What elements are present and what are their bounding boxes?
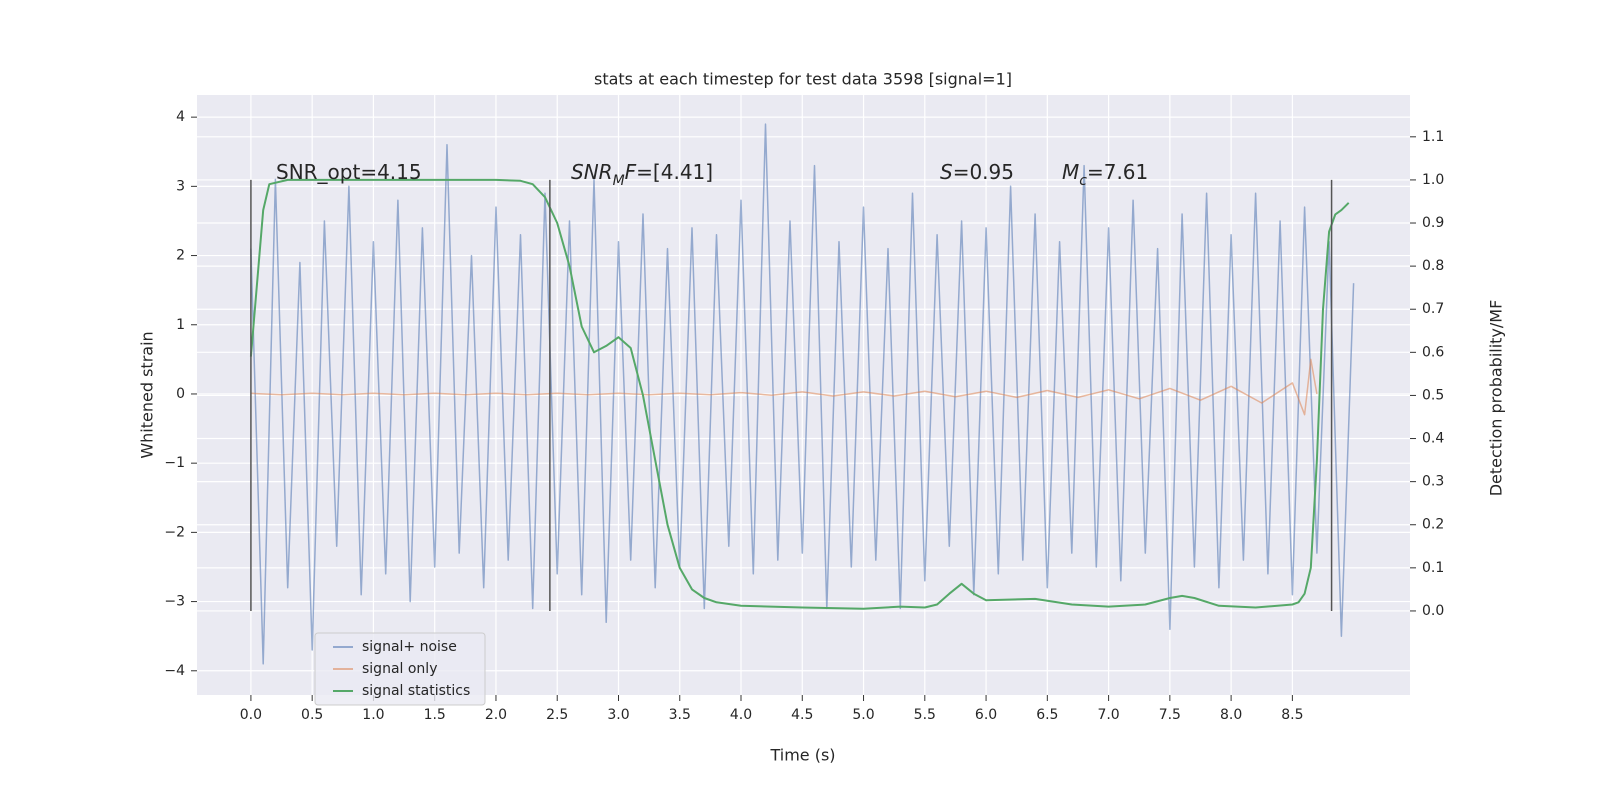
x-tick-label: 5.5 [914,707,936,723]
x-tick-label: 2.0 [485,707,507,723]
x-tick-label: 3.5 [669,707,691,723]
y-axis-label: Whitened strain [138,331,157,458]
x-tick-label: 4.5 [791,707,813,723]
x-tick-label: 2.5 [546,707,568,723]
annotation: SNR_opt=4.15 [276,160,422,184]
annotation-part: =0.95 [953,160,1014,184]
legend-label: signal+ noise [362,639,457,655]
legend-label: signal only [362,661,437,677]
annotation-part: SNR_opt=4.15 [276,160,422,184]
x-tick-label: 6.5 [1036,707,1058,723]
y-tick-label: 1 [176,317,185,333]
series-line [249,178,1350,610]
series-line [250,123,1355,665]
y-tick-label: −3 [164,594,185,610]
x-tick-label: 5.0 [852,707,874,723]
y-tick-label: 4 [176,109,185,125]
y2-tick-label: 1.0 [1422,172,1444,188]
y2-tick-label: 0.3 [1422,474,1444,490]
chart-title: stats at each timestep for test data 359… [594,70,1012,89]
x-tick-label: 1.0 [362,707,384,723]
x-tick-label: 0.5 [301,707,323,723]
y2-tick-label: 0.6 [1422,344,1444,360]
series-line [250,358,1318,416]
annotation-part: S [940,160,953,184]
x-tick-label: 1.5 [424,707,446,723]
annotation-part: SNR [571,160,613,184]
annotation-part: =[4.41] [636,160,713,184]
x-tick-label: 8.0 [1220,707,1242,723]
y2-tick-label: 0.2 [1422,517,1444,533]
x-tick-label: 4.0 [730,707,752,723]
legend-box [314,632,486,706]
annotation-part: =7.61 [1087,160,1148,184]
x-tick-label: 6.0 [975,707,997,723]
y2-tick-label: 0.4 [1422,431,1444,447]
x-tick-label: 3.0 [607,707,629,723]
y2-tick-label: 0.5 [1422,387,1444,403]
y2-tick-label: 0.7 [1422,301,1444,317]
y2-tick-label: 1.1 [1422,129,1444,145]
y2-tick-label: 0.1 [1422,560,1444,576]
x-tick-label: 0.0 [240,707,262,723]
x-tick-label: 8.5 [1281,707,1303,723]
x-axis-label: Time (s) [769,746,835,765]
y-tick-label: 3 [176,178,185,194]
y2-tick-label: 0.9 [1422,215,1444,231]
annotation-part: F [625,160,637,184]
y2-tick-label: 0.0 [1422,603,1444,619]
annotation-part: M [1062,160,1079,184]
y-tick-label: −2 [164,524,185,540]
annotation: S=0.95 [940,160,1014,184]
annotation-part: c [1079,173,1087,189]
y-tick-label: 0 [176,386,185,402]
x-tick-label: 7.0 [1097,707,1119,723]
y-tick-label: −1 [164,455,185,471]
x-tick-label: 7.5 [1159,707,1181,723]
annotation: SNRMF=[4.41] [571,160,713,190]
y2-axis-label: Detection probability/MF [1487,300,1506,497]
annotation-part: M [613,173,625,189]
y-tick-label: −4 [164,663,185,679]
annotation: Mc=7.61 [1062,160,1148,190]
y-tick-label: 2 [176,248,185,264]
y2-tick-label: 0.8 [1422,258,1444,274]
legend-label: signal statistics [362,683,470,699]
